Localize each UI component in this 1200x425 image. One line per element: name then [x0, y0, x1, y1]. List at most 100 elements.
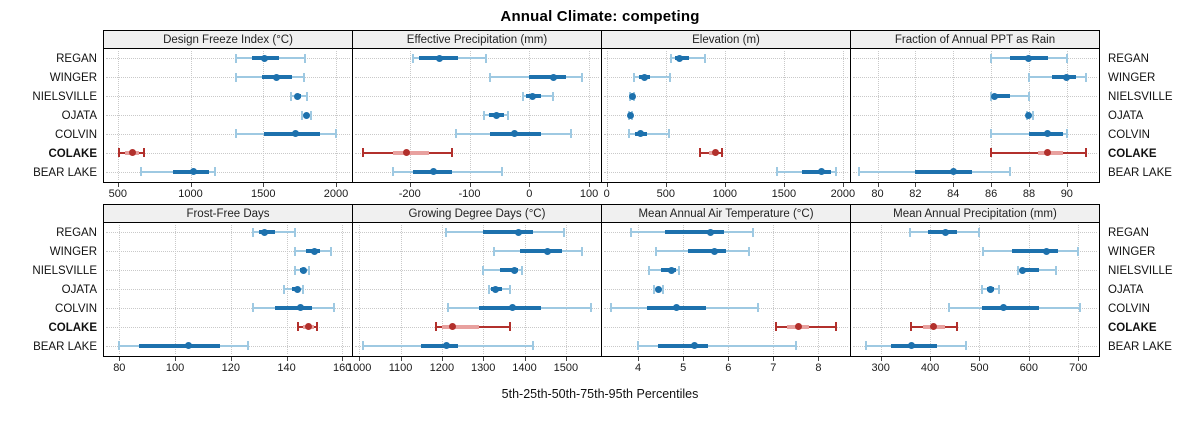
panel-elevation-m: Elevation (m) 0 500 1000 1500 2000	[601, 30, 855, 204]
median-dot-colake	[305, 323, 313, 331]
tick-gridline	[991, 51, 993, 180]
cap-5th-colvin	[455, 129, 458, 139]
cap-95th-colvin	[756, 303, 759, 313]
site-label-right-regan: REGAN	[1108, 52, 1149, 65]
cap-95th-colvin	[589, 303, 592, 313]
row-gridline	[355, 270, 599, 272]
tick-gridline	[783, 51, 785, 180]
median-dot-ojata	[303, 111, 311, 119]
cap-5th-bear-lake	[864, 341, 867, 351]
panel-mean-annual-air-temperature-c: Mean Annual Air Temperature (°C) 4 5 6 7 8	[601, 204, 851, 378]
row-gridline	[355, 289, 599, 290]
tick-label: 82	[909, 188, 922, 200]
tick-mark	[441, 357, 443, 361]
row-gridline	[853, 270, 1097, 272]
tick-label: 300	[871, 362, 890, 374]
row-gridline	[604, 133, 848, 135]
plot-area-mean-annual-precipitation-mm	[850, 223, 1100, 357]
site-label-left-colake: COLAKE	[48, 148, 97, 161]
median-dot-regan	[514, 228, 522, 236]
cap-95th-bear-lake	[246, 341, 249, 351]
cap-5th-winger	[234, 72, 237, 82]
median-dot-ojata	[492, 111, 500, 119]
tick-gridline	[190, 51, 192, 180]
tick-label: 1100	[388, 362, 413, 374]
x-axis-effective-precipitation-mm: -200 -100 0 100	[352, 183, 602, 204]
row-gridline	[604, 289, 848, 290]
cap-5th-nielsville	[293, 265, 296, 275]
tick-gridline	[524, 225, 526, 354]
site-labels-right-row0: REGAN WINGER NIELSVILLE OJATA COLVIN COLAKE BE…	[1100, 30, 1197, 204]
median-dot-nielsville	[299, 266, 307, 274]
cap-95th-colake	[143, 148, 145, 158]
tick-label: 2000	[830, 188, 856, 200]
tick-gridline	[818, 225, 820, 354]
cap-5th-colake	[118, 148, 121, 158]
site-label-right-ojata: OJATA	[1108, 109, 1144, 122]
cap-5th-nielsville	[1016, 265, 1019, 275]
tick-gridline	[589, 51, 591, 180]
row-gridline	[355, 115, 599, 116]
tick-mark	[117, 183, 119, 187]
tick-mark	[175, 357, 177, 361]
median-dot-regan	[260, 228, 268, 236]
site-label-right-colvin: COLVIN	[1108, 303, 1150, 316]
tick-label: 80	[113, 362, 126, 374]
tick-label: 86	[984, 188, 998, 200]
plot-area-effective-precipitation-mm	[352, 49, 602, 183]
tick-label: 8	[815, 362, 822, 374]
tick-label: 6	[725, 362, 732, 374]
cap-95th-nielsville	[307, 265, 310, 275]
tick-mark	[263, 183, 265, 187]
tick-label: 1400	[512, 362, 537, 374]
plot-area-design-freeze-index-c	[103, 49, 353, 183]
tick-mark	[336, 183, 337, 187]
median-dot-colvin	[1044, 130, 1052, 138]
cap-5th-colvin	[627, 129, 630, 139]
row-gridline	[106, 133, 350, 135]
tick-label: 100	[165, 362, 185, 374]
median-dot-colvin	[510, 130, 518, 138]
cap-5th-ojata	[300, 110, 303, 120]
cap-95th-ojata	[509, 284, 512, 294]
median-dot-winger	[1063, 73, 1071, 81]
median-dot-colake	[448, 323, 456, 331]
median-dot-nielsville	[1019, 266, 1027, 274]
row-gridline	[106, 307, 350, 309]
cap-95th-colvin	[335, 129, 337, 139]
median-dot-winger	[543, 247, 551, 255]
median-dot-colake	[794, 323, 802, 331]
row-gridline	[604, 326, 848, 328]
cap-5th-regan	[252, 227, 255, 237]
tick-gridline	[483, 225, 485, 354]
chart-title: Annual Climate: competing	[500, 8, 700, 25]
tick-label: 1000	[712, 188, 738, 200]
panels-row-0: Design Freeze Index (°C) 500 1000 1500 2000 E…	[103, 30, 1100, 204]
site-label-left-ojata: OJATA	[61, 109, 97, 122]
tick-mark	[724, 183, 726, 187]
tick-label: 400	[920, 362, 940, 374]
row-gridline	[106, 289, 350, 290]
row-gridline	[604, 152, 848, 154]
cap-5th-colake	[990, 148, 993, 158]
band-25-75-colake	[393, 150, 429, 155]
band-25-75-colvin	[275, 305, 312, 310]
row-gridline	[853, 58, 1097, 60]
median-dot-bear-lake	[185, 342, 193, 350]
cap-95th-colvin	[1065, 129, 1068, 139]
band-25-75-colvin	[981, 305, 1039, 310]
cap-5th-regan	[411, 53, 414, 63]
band-25-75-winger	[529, 75, 567, 80]
panel-growing-degree-days-c: Growing Degree Days (°C) 1000 1100 1200 1300…	[347, 204, 602, 378]
row-gridline	[604, 171, 848, 173]
tick-mark	[119, 357, 121, 361]
row-gridline	[106, 77, 350, 79]
tick-mark	[1028, 183, 1030, 187]
whisker-5-95-nielsville	[991, 95, 1029, 98]
tick-gridline	[336, 51, 337, 180]
tick-mark	[638, 357, 640, 361]
band-25-75-bear-lake	[138, 343, 220, 348]
cap-5th-bear-lake	[775, 167, 778, 177]
median-dot-colvin	[296, 304, 304, 312]
tick-label: 0	[603, 188, 610, 200]
